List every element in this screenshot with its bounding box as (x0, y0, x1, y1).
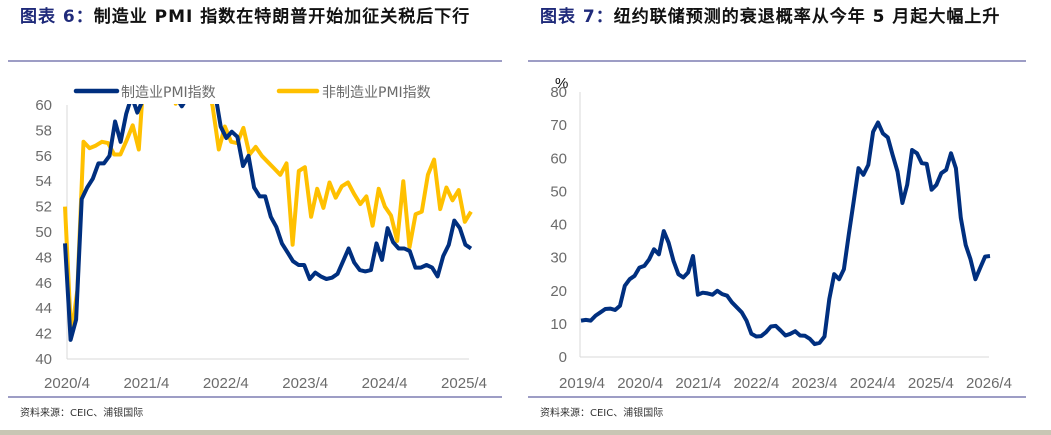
x-tick-label: 2026/4 (966, 375, 1012, 392)
left-bottom-divider (8, 396, 502, 398)
left-figure-title: 图表 6：制造业 PMI 指数在特朗普开始加征关税后下行 (20, 4, 510, 30)
y-tick-label: 52 (35, 199, 52, 216)
y-axis: 0 10 20 30 40 50 60 70 80 (550, 84, 567, 366)
x-tick-label: 2021/4 (123, 375, 169, 392)
series-line-manufacturing-pmi (63, 104, 473, 342)
x-axis: 2019/4 2020/4 2021/4 2022/4 2023/4 2024/4 2025… (559, 375, 1012, 392)
right-figure-number: 图表 7： (540, 7, 614, 27)
y-tick-label: 50 (550, 183, 567, 200)
legend-label-manufacturing: 制造业PMI指数 (121, 85, 216, 101)
x-tick-label: 2022/4 (203, 375, 249, 392)
right-figure-panel: 图表 7：纽约联储预测的衰退概率从今年 5 月起大幅上升 % 0 10 20 30 40… (525, 0, 1051, 435)
x-tick-label: 2020/4 (617, 375, 663, 392)
y-tick-label: 10 (550, 316, 567, 333)
y-tick-label: 44 (35, 300, 52, 317)
y-tick-label: 58 (35, 122, 52, 139)
x-tick-label: 2024/4 (850, 375, 896, 392)
series-line-recession-probability (580, 120, 991, 347)
y-tick-label: 40 (550, 217, 567, 234)
legend: 制造业PMI指数 非制造业PMI指数 (73, 85, 431, 101)
right-figure-title-text: 纽约联储预测的衰退概率从今年 5 月起大幅上升 (613, 7, 1001, 27)
x-tick-label: 2021/4 (675, 375, 721, 392)
series-line-non-manufacturing-pmi (63, 104, 473, 339)
left-figure-title-text: 制造业 PMI 指数在特朗普开始加征关税后下行 (93, 7, 471, 27)
left-title-divider (8, 60, 502, 62)
x-tick-label: 2023/4 (282, 375, 328, 392)
y-tick-label: 80 (550, 84, 567, 101)
y-axis-unit: % (555, 75, 568, 92)
x-tick-label: 2024/4 (362, 375, 408, 392)
y-tick-label: 70 (550, 117, 567, 134)
y-tick-label: 54 (35, 173, 52, 190)
left-source-note: 资料来源：CEIC、浦银国际 (20, 408, 144, 419)
pmi-line-chart: 制造业PMI指数 非制造业PMI指数 40 42 44 46 48 50 52 54 56 58 6… (35, 85, 487, 392)
y-tick-label: 50 (35, 224, 52, 241)
left-figure-number: 图表 6： (20, 7, 94, 27)
left-figure-panel: 图表 6：制造业 PMI 指数在特朗普开始加征关税后下行 制造业PMI指数 非制… (0, 0, 525, 435)
x-tick-label: 2022/4 (733, 375, 779, 392)
y-axis: 40 42 44 46 48 50 52 54 56 58 60 (35, 97, 52, 368)
x-axis: 2020/4 2021/4 2022/4 2023/4 2024/4 2025/4 (44, 375, 487, 392)
right-bottom-divider (528, 396, 1026, 398)
y-tick-label: 60 (35, 97, 52, 114)
right-source-note: 资料来源：CEIC、浦银国际 (540, 408, 664, 419)
x-tick-label: 2020/4 (44, 375, 90, 392)
x-tick-label: 2025/4 (441, 375, 487, 392)
y-tick-label: 0 (559, 349, 567, 366)
y-tick-label: 48 (35, 249, 52, 266)
y-tick-label: 40 (35, 351, 52, 368)
y-tick-label: 42 (35, 326, 52, 343)
y-tick-label: 56 (35, 148, 52, 165)
y-tick-label: 20 (550, 283, 567, 300)
y-tick-label: 46 (35, 275, 52, 292)
right-title-divider (528, 60, 1026, 62)
legend-label-non-manufacturing: 非制造业PMI指数 (322, 85, 431, 101)
x-tick-label: 2023/4 (792, 375, 838, 392)
y-tick-label: 60 (550, 150, 567, 167)
page-footer-bar (0, 430, 1051, 435)
x-tick-label: 2019/4 (559, 375, 605, 392)
x-tick-label: 2025/4 (908, 375, 954, 392)
right-figure-title: 图表 7：纽约联储预测的衰退概率从今年 5 月起大幅上升 (540, 4, 1030, 30)
y-tick-label: 30 (550, 250, 567, 267)
